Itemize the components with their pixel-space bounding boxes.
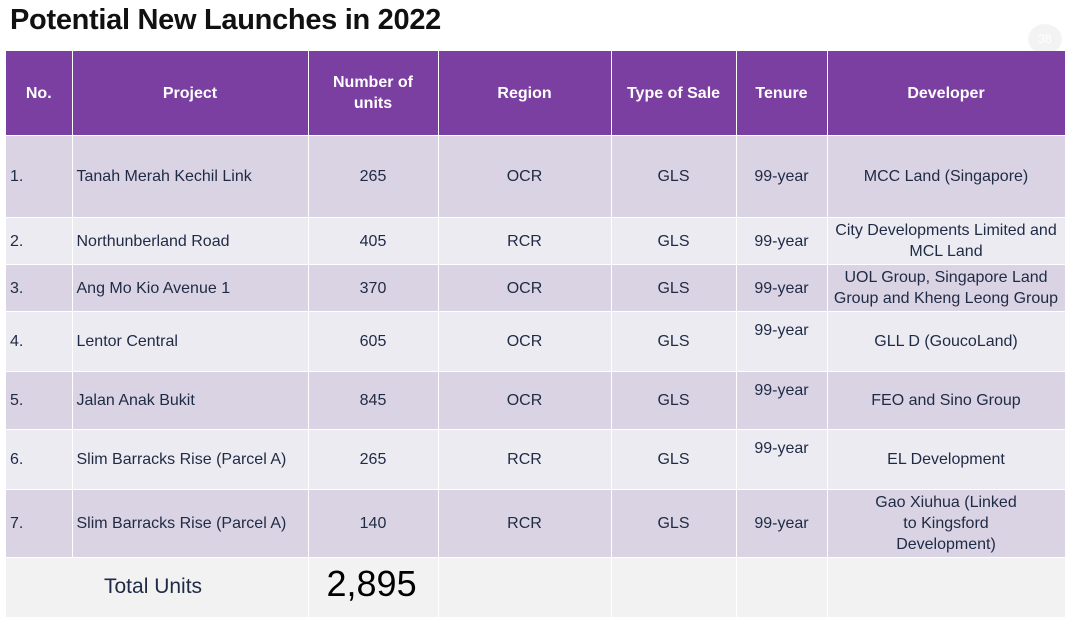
cell-developer: FEO and Sino Group — [827, 371, 1066, 430]
cell-region: RCR — [438, 489, 612, 558]
total-empty-cell — [827, 557, 1066, 618]
cell-project: Tanah Merah Kechil Link — [72, 135, 309, 218]
cell-region: OCR — [438, 371, 612, 430]
table-row: 7. Slim Barracks Rise (Parcel A) 140 RCR… — [6, 489, 1066, 558]
table-row: 4. Lentor Central 605 OCR GLS 99-year GL… — [6, 311, 1066, 372]
total-row: Total Units 2,895 — [6, 557, 1066, 618]
cell-sale: GLS — [611, 217, 737, 265]
table-row: 3. Ang Mo Kio Avenue 1 370 OCR GLS 99-ye… — [6, 264, 1066, 312]
cell-developer: MCC Land (Singapore) — [827, 135, 1066, 218]
total-empty-cell — [611, 557, 737, 618]
cell-units: 405 — [308, 217, 439, 265]
cell-developer: City Developments Limited and MCL Land — [827, 217, 1066, 265]
cell-units: 370 — [308, 264, 439, 312]
cell-no: 6. — [6, 429, 73, 490]
cell-sale: GLS — [611, 371, 737, 430]
cell-tenure: 99-year — [736, 489, 828, 558]
cell-region: RCR — [438, 429, 612, 490]
cell-units: 605 — [308, 311, 439, 372]
cell-tenure: 99-year — [736, 135, 828, 218]
table-row: 6. Slim Barracks Rise (Parcel A) 265 RCR… — [6, 429, 1066, 490]
cell-region: OCR — [438, 135, 612, 218]
cell-project: Northunberland Road — [72, 217, 309, 265]
cell-tenure: 99-year — [736, 311, 828, 372]
cell-developer: GLL D (GoucoLand) — [827, 311, 1066, 372]
cell-sale: GLS — [611, 135, 737, 218]
total-empty-cell — [736, 557, 828, 618]
cell-units: 845 — [308, 371, 439, 430]
total-label: Total Units — [104, 575, 203, 598]
total-value: 2,895 — [326, 563, 417, 604]
page-title: Potential New Launches in 2022 — [10, 4, 441, 36]
cell-project: Jalan Anak Bukit — [72, 371, 309, 430]
column-header-sale: Type of Sale — [611, 51, 737, 136]
cell-no: 4. — [6, 311, 73, 372]
cell-tenure: 99-year — [736, 429, 828, 490]
total-empty-cell — [438, 557, 612, 618]
total-label-cell: Total Units — [6, 557, 309, 618]
cell-units: 140 — [308, 489, 439, 558]
cell-sale: GLS — [611, 489, 737, 558]
cell-region: RCR — [438, 217, 612, 265]
cell-developer: Gao Xiuhua (Linked to Kingsford Developm… — [827, 489, 1066, 558]
column-header-project: Project — [72, 51, 309, 136]
cell-developer: UOL Group, Singapore Land Group and Khen… — [827, 264, 1066, 312]
cell-project: Slim Barracks Rise (Parcel A) — [72, 489, 309, 558]
cell-no: 2. — [6, 217, 73, 265]
column-header-region: Region — [438, 51, 612, 136]
total-value-cell: 2,895 — [308, 557, 439, 618]
cell-sale: GLS — [611, 264, 737, 312]
table-row: 5. Jalan Anak Bukit 845 OCR GLS 99-year … — [6, 371, 1066, 430]
cell-project: Ang Mo Kio Avenue 1 — [72, 264, 309, 312]
cell-no: 3. — [6, 264, 73, 312]
cell-tenure: 99-year — [736, 217, 828, 265]
cell-no: 1. — [6, 135, 73, 218]
table-row: 2. Northunberland Road 405 RCR GLS 99-ye… — [6, 217, 1066, 265]
cell-region: OCR — [438, 264, 612, 312]
cell-project: Lentor Central — [72, 311, 309, 372]
column-header-no: No. — [6, 51, 73, 136]
cell-tenure: 99-year — [736, 371, 828, 430]
column-header-tenure: Tenure — [736, 51, 828, 136]
cell-region: OCR — [438, 311, 612, 372]
launches-table: No. Project Number of units Region Type … — [6, 51, 1066, 618]
column-header-units: Number of units — [308, 51, 439, 136]
page-number-badge: 38 — [1028, 24, 1062, 54]
cell-tenure: 99-year — [736, 264, 828, 312]
column-header-developer: Developer — [827, 51, 1066, 136]
table-row: 1. Tanah Merah Kechil Link 265 OCR GLS 9… — [6, 135, 1066, 218]
cell-no: 5. — [6, 371, 73, 430]
cell-project: Slim Barracks Rise (Parcel A) — [72, 429, 309, 490]
table-header-row: No. Project Number of units Region Type … — [6, 51, 1066, 136]
cell-sale: GLS — [611, 311, 737, 372]
cell-units: 265 — [308, 135, 439, 218]
cell-units: 265 — [308, 429, 439, 490]
cell-no: 7. — [6, 489, 73, 558]
cell-developer: EL Development — [827, 429, 1066, 490]
cell-sale: GLS — [611, 429, 737, 490]
